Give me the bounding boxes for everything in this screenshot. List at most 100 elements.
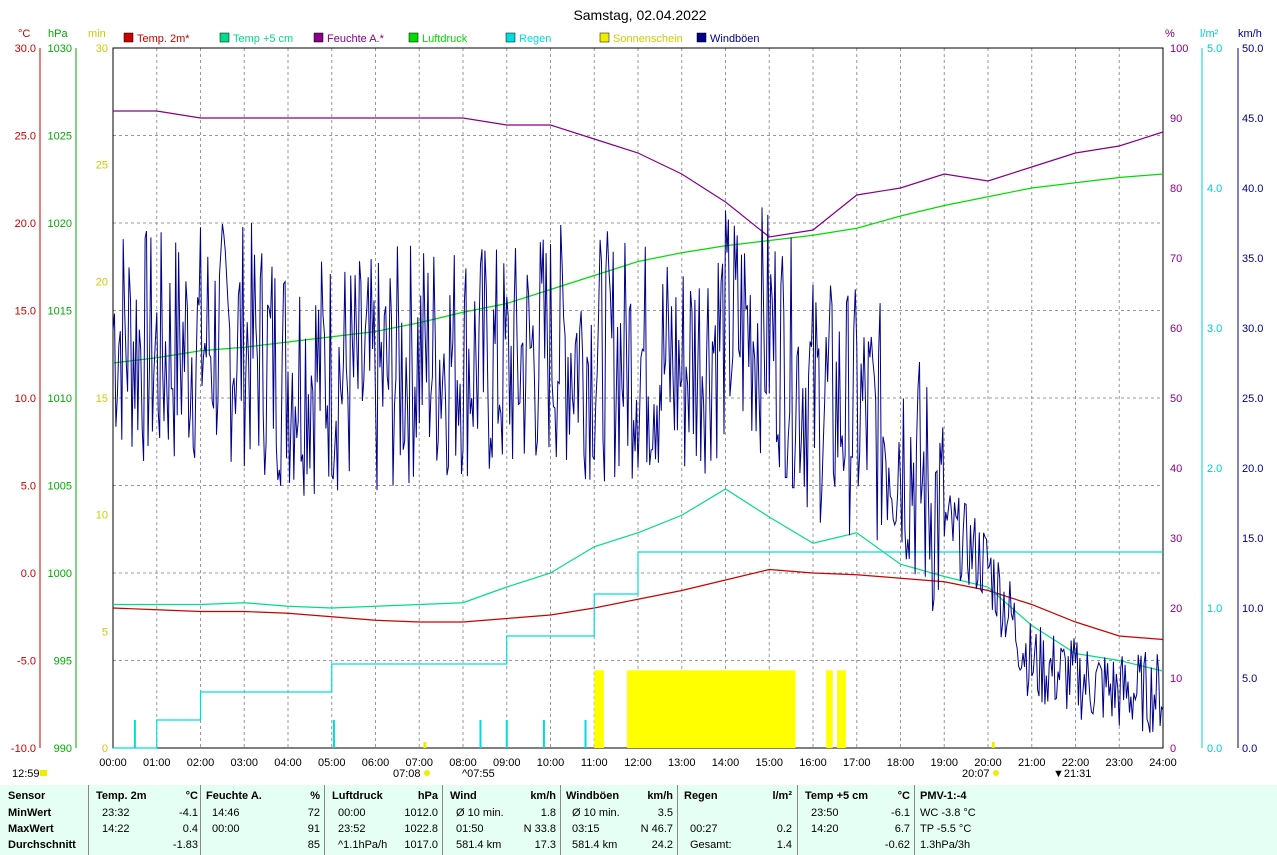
axis-unit-hum: %	[1165, 28, 1175, 40]
tick-hpa: 1020	[48, 218, 72, 230]
tick-hour: 06:00	[362, 757, 390, 769]
sunshine-bar	[826, 670, 833, 748]
tick-temp: 0.0	[21, 568, 36, 580]
tick-min: 5	[102, 626, 108, 638]
legend-label: Feuchte A.*	[327, 33, 385, 45]
tick-temp: 20.0	[15, 218, 36, 230]
tick-rain: 1.0	[1207, 603, 1222, 615]
stats-min-time: Ø 10 min.	[456, 807, 504, 819]
tick-wind: 50.0	[1242, 43, 1263, 55]
tick-temp: 10.0	[15, 393, 36, 405]
tick-hour: 02:00	[187, 757, 215, 769]
legend-swatch	[599, 32, 610, 43]
stats-min-value: -6.1	[891, 807, 910, 819]
tick-hour: 10:00	[537, 757, 565, 769]
tick-hpa: 1005	[48, 481, 72, 493]
plot-area	[112, 110, 1164, 749]
tick-hpa: 1025	[48, 131, 72, 143]
tick-hour: 18:00	[887, 757, 915, 769]
tick-hour: 12:00	[624, 757, 652, 769]
stats-avg-note: ^1.1hPa/h	[338, 839, 388, 851]
tick-hour: 19:00	[930, 757, 958, 769]
tick-hour: 20:00	[974, 757, 1002, 769]
axes: °C hPa min% l/m² km/h 30.0 25.0 20.0 15.0 10.0 5.0…	[11, 28, 1264, 769]
stats-col-unit: km/h	[530, 790, 556, 802]
tick-hum: 50	[1170, 393, 1182, 405]
legend: Temp. 2m* Temp +5 cm Feuchte A.* Luftdruck R…	[123, 32, 760, 45]
legend-swatch	[313, 32, 324, 43]
stats-max-value: 91	[307, 823, 320, 835]
stats-col-header: Temp +5 cm	[805, 790, 869, 802]
tick-hour: 13:00	[668, 757, 696, 769]
tick-hour: 23:00	[1105, 757, 1133, 769]
stats-row-max: MaxWert	[8, 823, 54, 835]
stats-avg-value: -1.83	[172, 839, 198, 851]
tick-hour: 04:00	[274, 757, 302, 769]
stats-max-time: 03:15	[572, 823, 600, 835]
tick-temp: 25.0	[15, 131, 36, 143]
tick-hum: 80	[1170, 183, 1182, 195]
tick-hour: 00:00	[99, 757, 127, 769]
tick-rain: 0.0	[1207, 743, 1222, 755]
stats-max-value: 1022.8	[404, 823, 438, 835]
stats-col-unit: %	[310, 790, 320, 802]
legend-label: Sonnenschein	[613, 33, 683, 45]
tick-hour: 16:00	[799, 757, 827, 769]
stats-pmv-tp: TP -5.5 °C	[920, 823, 972, 835]
series-line	[113, 110, 1164, 238]
tick-wind: 40.0	[1242, 183, 1263, 195]
stats-max-time: 00:00	[212, 823, 240, 835]
stats-col-header: Regen	[684, 790, 718, 802]
stats-col-header: Feuchte A.	[206, 790, 262, 802]
series-line	[112, 207, 1164, 733]
stats-col-header: Wind	[450, 790, 477, 802]
tick-hpa: 1000	[48, 568, 72, 580]
moon-icon	[40, 770, 47, 776]
tick-temp: 5.0	[21, 481, 36, 493]
stats-max-time: 00:27	[690, 823, 718, 835]
tick-wind: 30.0	[1242, 323, 1263, 335]
tick-hpa: 995	[54, 656, 72, 668]
tick-hour: 11:00	[581, 757, 608, 769]
tick-temp: -10.0	[11, 743, 36, 755]
stats-avg-value: 17.3	[534, 839, 556, 851]
tick-wind: 35.0	[1242, 253, 1263, 265]
grid	[112, 47, 1164, 749]
legend-swatch	[505, 32, 516, 43]
stats-max-value: N 33.8	[523, 823, 556, 835]
series-line	[112, 173, 1164, 364]
axis-unit-hpa: hPa	[48, 28, 68, 40]
axis-unit-min: min	[88, 28, 106, 40]
tick-hum: 90	[1170, 113, 1182, 125]
tick-min: 15	[96, 393, 108, 405]
stats-max-time: 14:22	[102, 823, 130, 835]
stats-max-value: 6.7	[894, 823, 910, 835]
tick-hpa: 990	[54, 743, 72, 755]
stats-min-value: 1.8	[540, 807, 556, 819]
tick-hour: 17:00	[843, 757, 871, 769]
tick-hour: 03:00	[230, 757, 258, 769]
axis-unit-wind: km/h	[1238, 28, 1262, 40]
tick-min: 10	[96, 510, 108, 522]
stats-max-value: 0.2	[776, 823, 792, 835]
tick-wind: 5.0	[1242, 673, 1257, 685]
tick-hpa: 1015	[48, 306, 72, 318]
tick-rain: 4.0	[1207, 183, 1222, 195]
tick-min: 0	[102, 743, 108, 755]
tick-hour: 15:00	[755, 757, 783, 769]
legend-label: Temp. 2m*	[137, 33, 190, 45]
stats-avg-value: 24.2	[651, 839, 673, 851]
stats-pmv-trend: 1.3hPa/3h	[920, 839, 971, 851]
sun-icon	[424, 770, 430, 776]
tick-hum: 40	[1170, 463, 1182, 475]
stats-col-header: Windböen	[566, 790, 620, 802]
tick-rain: 2.0	[1207, 463, 1222, 475]
tick-wind: 0.0	[1242, 743, 1257, 755]
stats-min-time: Ø 10 min.	[572, 807, 620, 819]
tick-wind: 15.0	[1242, 533, 1263, 545]
stats-min-time: 14:46	[212, 807, 240, 819]
moonrise-label: ^07:55	[462, 768, 495, 780]
legend-swatch	[408, 32, 419, 43]
stats-max-time: 14:20	[811, 823, 839, 835]
tick-min: 30	[96, 43, 108, 55]
